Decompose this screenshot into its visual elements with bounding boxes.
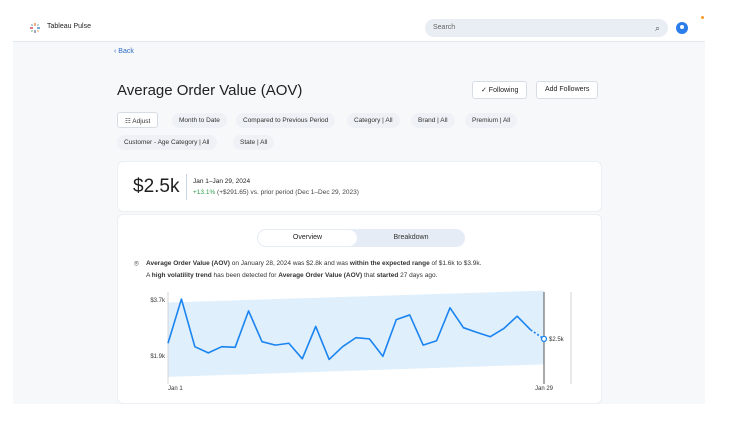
app-name: Tableau Pulse [47,23,91,30]
insight-text: on January 28, 2024 was $2.8k and was [229,260,350,267]
filter-state[interactable]: State | All [233,135,275,150]
kpi-value: $2.5k [133,176,180,197]
insight-text: of $1.6k to $3.9k. [429,260,482,267]
location-pin-icon: ⌾ [134,259,139,268]
search-input[interactable]: Search ⌕ [425,19,668,37]
filter-age-category[interactable]: Customer - Age Category | All [117,135,217,150]
insight-text: Average Order Value (AOV) [146,260,230,267]
trend-chart: $3.7k $1.9k Jan 1 Jan 29 $2.5k [150,290,572,392]
insight-text: has been detected for [211,272,279,279]
insight-text: that [362,272,377,279]
tableau-logo-icon [30,23,40,33]
insight-text: within the expected range [349,260,430,267]
expected-range-band [168,290,544,377]
insight-line-1: Average Order Value (AOV) on January 28,… [146,260,481,267]
filter-premium[interactable]: Premium | All [465,113,518,128]
insight-text: 27 days ago. [398,272,438,279]
avatar[interactable] [676,22,688,34]
y-tick-label: $3.7k [150,298,166,304]
last-data-point [540,335,548,343]
insight-text: A [146,272,152,279]
filter-category[interactable]: Category | All [347,113,400,128]
insight-text: started [376,272,399,279]
kpi-delta: +13.1% (+$291.65) vs. prior period (Dec … [193,189,359,196]
filter-comparison[interactable]: Compared to Previous Period [236,113,336,128]
divider [186,174,187,200]
adjust-button[interactable]: ☷ Adjust [117,112,159,128]
following-button[interactable]: ✓ Following [472,81,528,99]
y-tick-label: $1.9k [150,354,166,360]
back-link[interactable]: ‹ Back [114,48,134,55]
adjust-label: Adjust [132,118,151,125]
delta-detail: (+$291.65) vs. prior period (Dec 1–Dec 2… [215,189,359,196]
search-icon[interactable]: ⌕ [654,23,660,33]
page-title: Average Order Value (AOV) [117,82,303,99]
x-tick-label: Jan 29 [535,386,554,392]
kpi-card: $2.5k Jan 1–Jan 29, 2024 +13.1% (+$291.6… [117,161,602,212]
add-followers-button[interactable]: Add Followers [536,81,599,99]
adjust-icon: ☷ [125,118,133,125]
insight-text: Average Order Value (AOV) [278,272,363,279]
filter-brand[interactable]: Brand | All [411,113,455,128]
view-toggle: Overview Breakdown [257,229,465,247]
delta-percent: +13.1% [193,189,216,196]
search-placeholder: Search [433,24,456,31]
tab-breakdown[interactable]: Breakdown [393,234,429,241]
series-line [167,298,532,361]
insight-text: high volatility trend [151,272,212,279]
notification-dot [701,16,704,19]
last-value-label: $2.5k [549,337,565,343]
insight-line-2: A high volatility trend has been detecte… [146,272,437,279]
tab-overview[interactable]: Overview [258,230,357,246]
top-bar: Tableau Pulse Search ⌕ [13,14,705,42]
app-window: Tableau Pulse Search ⌕ ‹ Back Average Ord… [13,14,705,404]
filter-time-range[interactable]: Month to Date [172,113,227,128]
kpi-period: Jan 1–Jan 29, 2024 [193,178,251,185]
x-tick-label: Jan 1 [168,386,183,392]
